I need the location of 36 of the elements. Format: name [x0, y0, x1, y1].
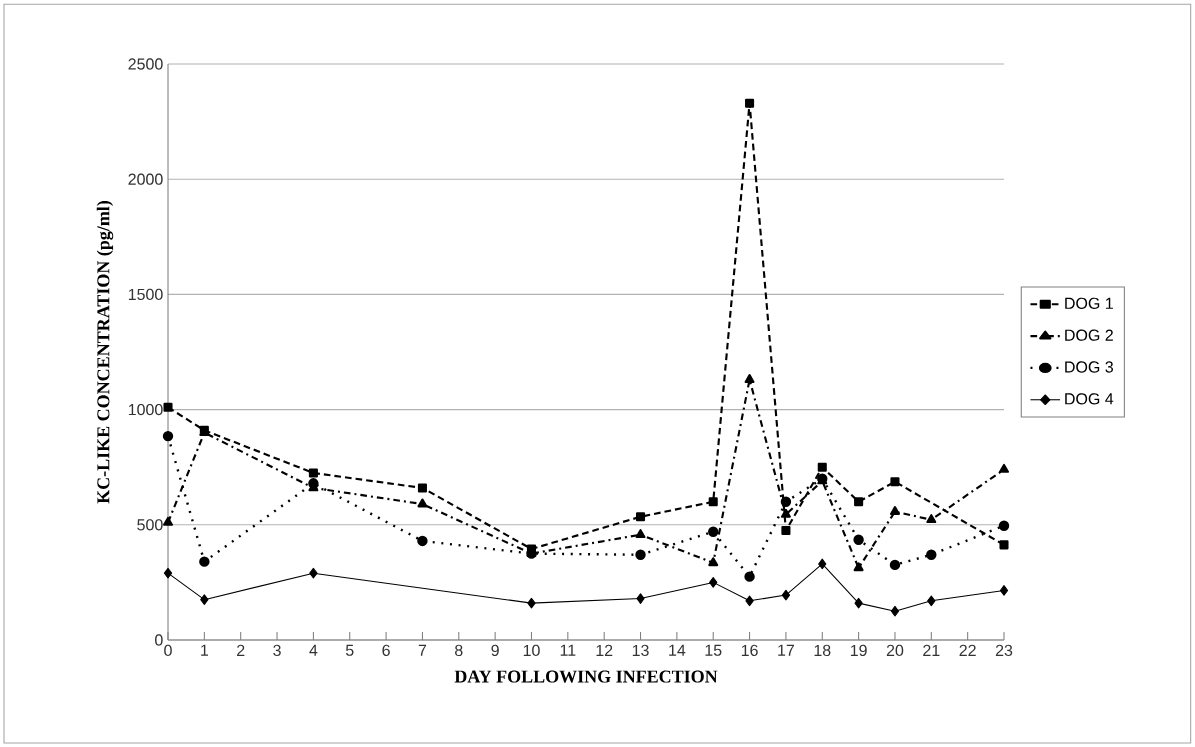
x-tick-label: 13 [632, 644, 649, 657]
x-tick-label: 14 [669, 644, 686, 656]
x-tick-label: 2 [237, 644, 245, 656]
x-tick-label: 20 [886, 644, 904, 657]
x-tick-label: 19 [850, 644, 867, 657]
x-tick-label: 1 [201, 644, 209, 656]
y-tick-label: 2000 [128, 173, 163, 185]
x-tick-label: 5 [345, 644, 354, 656]
y-tick-label: 1000 [128, 403, 163, 416]
x-tick-label: 8 [455, 644, 463, 657]
x-tick-label: 7 [418, 644, 427, 656]
x-tick-label: 9 [491, 644, 499, 657]
y-tick-label: 0 [155, 634, 163, 646]
x-tick-label: 10 [523, 644, 540, 657]
x-tick-label: 15 [705, 644, 722, 656]
x-tick-label: 16 [741, 644, 758, 657]
x-tick-label: 12 [596, 644, 613, 656]
y-axis-title: KC-LIKE CONCENTRATION (pg/ml) [96, 200, 114, 504]
x-axis-title: DAY FOLLOWING INFECTION [454, 670, 718, 683]
y-tick-label: 500 [137, 519, 163, 531]
x-tick-label: 3 [273, 644, 281, 657]
x-tick-label: 6 [382, 644, 390, 657]
legend-label: DOG 2 [1065, 329, 1113, 341]
x-tick-label: 18 [814, 644, 831, 657]
legend-label: DOG 3 [1065, 361, 1113, 373]
legend-label: DOG 4 [1065, 393, 1114, 405]
x-tick-label: 22 [959, 644, 976, 656]
x-tick-label: 23 [995, 644, 1013, 657]
y-tick-label: 1500 [128, 288, 163, 301]
y-tick-label: 2500 [128, 58, 163, 70]
x-tick-label: 21 [923, 644, 940, 656]
legend-label: DOG 1 [1065, 297, 1113, 309]
x-tick-label: 11 [560, 644, 576, 656]
x-tick-label: 0 [164, 644, 172, 657]
x-tick-label: 4 [309, 644, 318, 656]
x-tick-label: 17 [778, 644, 795, 656]
